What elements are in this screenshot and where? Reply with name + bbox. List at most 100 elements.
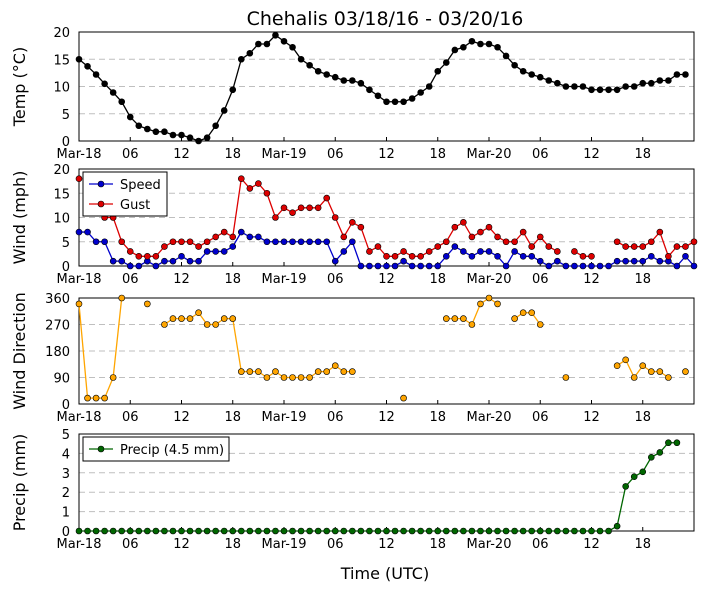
data-point xyxy=(511,248,518,255)
data-point xyxy=(186,257,194,265)
y-axis-label: Wind Direction xyxy=(10,292,29,410)
data-point xyxy=(468,233,476,241)
data-point xyxy=(425,83,433,90)
y-tick-label: 15 xyxy=(53,53,70,68)
data-point xyxy=(545,262,553,270)
data-point xyxy=(460,219,467,226)
data-point xyxy=(255,40,262,48)
data-point xyxy=(101,238,108,246)
x-tick-label: Mar-18 xyxy=(57,147,102,162)
x-tick-label: Mar-20 xyxy=(467,410,512,425)
data-point xyxy=(639,243,647,250)
data-point xyxy=(144,300,151,308)
x-tick-label: Mar-19 xyxy=(262,537,307,552)
data-point xyxy=(203,238,211,246)
data-point xyxy=(673,71,681,78)
y-tick-label: 4 xyxy=(62,447,70,462)
data-point xyxy=(656,228,664,236)
data-point xyxy=(366,262,373,270)
data-point xyxy=(682,252,689,260)
data-point xyxy=(280,527,288,535)
data-point xyxy=(690,262,698,270)
data-point xyxy=(169,527,177,535)
x-tick-label: 18 xyxy=(634,147,651,162)
data-point xyxy=(519,228,527,236)
data-point xyxy=(408,527,416,535)
data-point xyxy=(528,527,536,535)
data-point xyxy=(212,321,219,328)
legend: Speed Gust xyxy=(82,171,168,217)
data-point xyxy=(220,315,228,322)
data-point xyxy=(647,453,655,461)
y-tick-label: 0 xyxy=(62,260,70,275)
x-tick-label: 06 xyxy=(327,410,344,425)
data-point xyxy=(237,527,245,535)
x-tick-label: 12 xyxy=(583,410,600,425)
data-point xyxy=(101,80,108,88)
data-point xyxy=(451,223,459,231)
data-point xyxy=(126,113,134,121)
y-axis-label: Precip (mm) xyxy=(10,434,29,532)
y-tick-label: 1 xyxy=(62,506,70,521)
data-point xyxy=(297,55,305,63)
series-0 xyxy=(75,294,689,402)
panel-1: 0 5 10 15 20 Mar-18 06 12 18 Mar-19 06 12 18 Mar-20 06… xyxy=(10,163,698,287)
data-point xyxy=(220,248,228,255)
data-point xyxy=(152,262,160,270)
x-tick-label: 06 xyxy=(122,410,139,425)
data-point xyxy=(588,252,595,260)
data-point xyxy=(485,294,493,302)
y-tick-label: 0 xyxy=(62,135,70,150)
data-point xyxy=(682,368,689,375)
data-point xyxy=(169,131,177,139)
data-point xyxy=(528,252,536,260)
data-point xyxy=(477,527,484,535)
y-tick-label: 15 xyxy=(53,187,70,202)
data-point xyxy=(502,527,510,535)
data-point xyxy=(331,73,339,81)
data-point xyxy=(229,243,237,250)
x-tick-label: 12 xyxy=(173,147,190,162)
data-point xyxy=(92,238,100,246)
data-point xyxy=(109,257,117,265)
data-point xyxy=(673,439,681,447)
y-axis-label: Wind (mph) xyxy=(10,171,29,265)
data-point xyxy=(665,439,672,447)
data-point xyxy=(340,233,348,241)
data-point xyxy=(246,368,254,375)
data-point xyxy=(622,257,629,265)
x-tick-label: Mar-19 xyxy=(262,410,307,425)
legend-box xyxy=(82,171,168,217)
data-point xyxy=(349,77,356,84)
data-point xyxy=(297,374,305,381)
series-0 xyxy=(75,31,689,145)
data-point xyxy=(579,83,587,90)
data-point xyxy=(246,49,254,57)
data-point xyxy=(144,252,151,260)
x-tick-label: 06 xyxy=(532,272,549,287)
data-point xyxy=(297,204,305,212)
data-point xyxy=(485,248,493,255)
data-point xyxy=(135,527,143,535)
data-point xyxy=(588,86,595,94)
series-speed xyxy=(75,228,698,270)
x-tick-label: Mar-20 xyxy=(467,272,512,287)
data-point xyxy=(425,248,433,255)
data-point xyxy=(665,252,672,260)
data-point xyxy=(511,315,518,322)
data-point xyxy=(673,262,681,270)
data-point xyxy=(519,67,527,75)
legend-label: Speed xyxy=(120,178,161,193)
data-point xyxy=(408,252,416,260)
data-point xyxy=(494,252,501,260)
data-point xyxy=(84,228,91,236)
data-point xyxy=(630,374,638,381)
data-point xyxy=(237,368,245,375)
data-point xyxy=(613,238,621,246)
data-point xyxy=(118,98,126,106)
series-line xyxy=(616,230,695,258)
data-point xyxy=(263,238,271,246)
data-point xyxy=(571,83,578,90)
data-point xyxy=(169,257,177,265)
data-point xyxy=(203,321,211,328)
